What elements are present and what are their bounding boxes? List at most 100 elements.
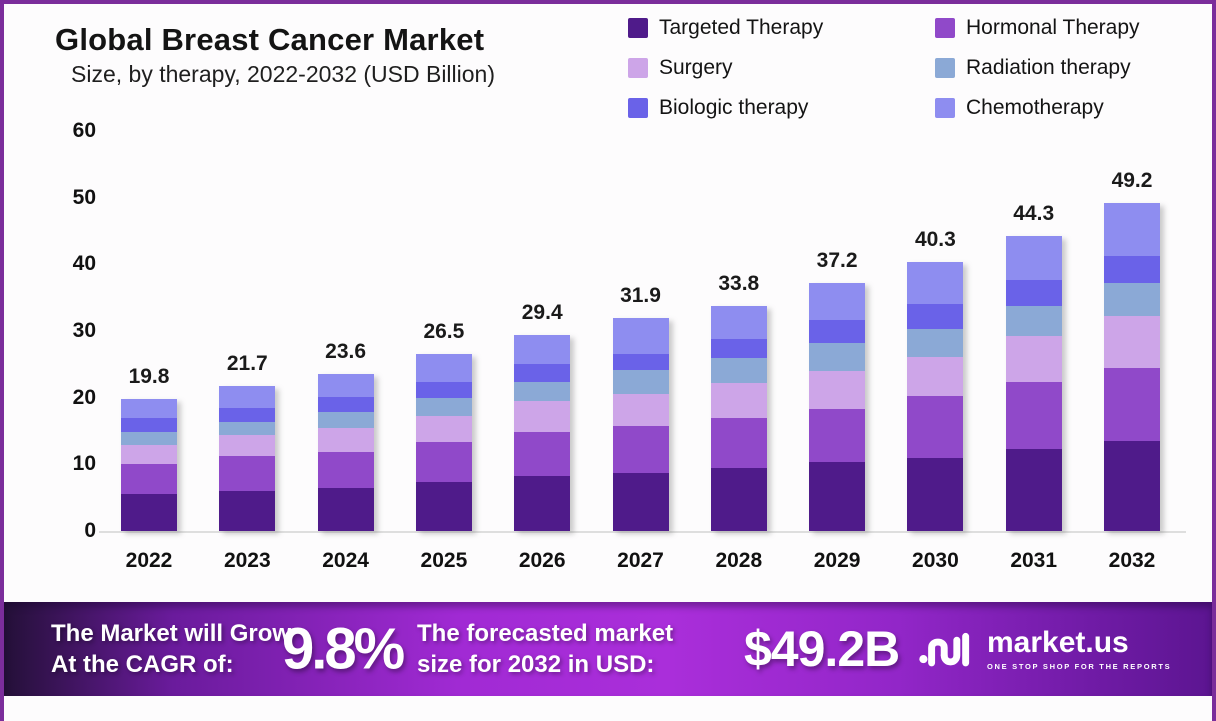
legend-swatch-hormonal-therapy (935, 18, 955, 38)
segment-chemotherapy-2025 (415, 354, 472, 382)
legend-item-biologic-therapy: Biologic therapy (628, 96, 935, 120)
legend-label-radiation-therapy: Radiation therapy (966, 56, 1131, 79)
bar-2025 (415, 354, 472, 531)
segment-hormonal-therapy-2029 (809, 408, 866, 463)
segment-biologic-therapy-2023 (219, 408, 276, 423)
legend-swatch-targeted-therapy (628, 18, 648, 38)
forecast-value: $49.2B (744, 621, 900, 677)
segment-radiation-therapy-2030 (907, 329, 964, 357)
y-axis-tick-60: 60 (72, 119, 96, 142)
segment-radiation-therapy-2027 (612, 370, 669, 394)
logo-tagline: ONE STOP SHOP FOR THE REPORTS (987, 661, 1172, 671)
segment-chemotherapy-2031 (1005, 235, 1062, 281)
legend-item-hormonal-therapy: Hormonal Therapy (935, 16, 1140, 40)
segment-hormonal-therapy-2031 (1005, 381, 1062, 449)
forecast-label: The forecasted market size for 2032 in U… (417, 618, 673, 680)
bar-total-label-2023: 21.7 (226, 352, 268, 376)
segment-targeted-therapy-2032 (1104, 440, 1160, 531)
segment-hormonal-therapy-2023 (219, 456, 276, 491)
segment-targeted-therapy-2025 (415, 481, 472, 531)
x-axis-line (99, 531, 1186, 533)
legend-label-biologic-therapy: Biologic therapy (659, 96, 809, 119)
x-axis-label-2025: 2025 (420, 549, 468, 572)
x-axis-label-2027: 2027 (617, 549, 664, 572)
forecast-label-line2: size for 2032 in USD: (417, 651, 655, 678)
bar-2027 (612, 318, 669, 531)
y-axis-tick-50: 50 (72, 185, 96, 209)
x-axis-label-2028: 2028 (715, 549, 763, 572)
cagr-label: The Market will Grow At the CAGR of: (51, 618, 291, 680)
segment-targeted-therapy-2027 (612, 472, 669, 531)
segment-biologic-therapy-2024 (317, 397, 374, 413)
bar-total-label-2029: 37.2 (816, 249, 858, 272)
bar-2031 (1005, 235, 1062, 531)
segment-radiation-therapy-2031 (1005, 306, 1062, 337)
segment-biologic-therapy-2026 (514, 363, 571, 382)
y-axis-tick-20: 20 (72, 385, 96, 409)
y-axis-tick-10: 10 (72, 452, 96, 476)
segment-chemotherapy-2026 (514, 335, 571, 364)
segment-targeted-therapy-2023 (219, 490, 276, 531)
segment-hormonal-therapy-2024 (317, 452, 374, 488)
cagr-label-line1: The Market will Grow (51, 619, 292, 647)
x-axis-label-2024: 2024 (322, 549, 369, 572)
segment-chemotherapy-2023 (219, 386, 276, 409)
segment-hormonal-therapy-2025 (415, 442, 472, 482)
legend-item-surgery: Surgery (628, 56, 935, 80)
segment-chemotherapy-2022 (121, 399, 177, 418)
footer-banner: The Market will Grow At the CAGR of: 9.8… (4, 602, 1212, 696)
segment-chemotherapy-2030 (907, 262, 964, 305)
segment-chemotherapy-2029 (809, 283, 866, 321)
segment-radiation-therapy-2023 (219, 422, 276, 435)
segment-surgery-2027 (612, 393, 669, 426)
segment-targeted-therapy-2031 (1005, 448, 1062, 531)
segment-biologic-therapy-2027 (612, 353, 669, 371)
chart-header: Global Breast Cancer Market Size, by the… (55, 22, 495, 88)
legend-swatch-surgery (628, 58, 648, 78)
segment-radiation-therapy-2022 (121, 432, 177, 445)
bar-2023 (219, 386, 276, 531)
segment-radiation-therapy-2024 (317, 412, 374, 429)
segment-surgery-2030 (907, 357, 964, 396)
legend-label-hormonal-therapy: Hormonal Therapy (966, 16, 1140, 39)
segment-targeted-therapy-2029 (809, 462, 866, 531)
segment-hormonal-therapy-2026 (514, 431, 571, 476)
legend-label-targeted-therapy: Targeted Therapy (659, 16, 824, 39)
segment-surgery-2029 (809, 370, 866, 409)
cagr-value: 9.8% (282, 616, 405, 682)
bar-2028 (710, 305, 767, 531)
segment-surgery-2024 (317, 428, 374, 453)
y-axis-tick-30: 30 (72, 319, 96, 342)
x-axis-label-2022: 2022 (125, 549, 173, 572)
segment-surgery-2022 (121, 444, 177, 465)
bar-2032 (1104, 203, 1160, 531)
logo-text: market.us ONE STOP SHOP FOR THE REPORTS (987, 627, 1172, 671)
legend-swatch-biologic-therapy (628, 98, 648, 118)
bar-total-label-2024: 23.6 (325, 339, 367, 363)
bar-total-label-2028: 33.8 (718, 271, 760, 295)
bar-total-label-2026: 29.4 (521, 301, 563, 324)
bar-2026 (514, 335, 571, 531)
segment-hormonal-therapy-2022 (121, 464, 177, 495)
segment-surgery-2025 (415, 415, 472, 443)
segment-hormonal-therapy-2028 (710, 417, 767, 468)
segment-targeted-therapy-2028 (710, 467, 767, 531)
bar-2024 (317, 373, 374, 531)
bar-2030 (907, 262, 964, 531)
segment-biologic-therapy-2025 (415, 381, 472, 398)
segment-chemotherapy-2032 (1104, 203, 1160, 256)
segment-surgery-2023 (219, 435, 276, 457)
bar-2022 (121, 399, 177, 531)
cagr-label-line2: At the CAGR of: (51, 651, 234, 678)
segment-chemotherapy-2028 (710, 305, 767, 339)
market-us-logo-icon (919, 632, 970, 667)
segment-radiation-therapy-2028 (710, 358, 767, 383)
segment-hormonal-therapy-2027 (612, 425, 669, 473)
bar-2029 (809, 283, 866, 531)
segment-biologic-therapy-2029 (809, 320, 866, 343)
bar-total-label-2025: 26.5 (423, 320, 465, 344)
bar-total-label-2031: 44.3 (1013, 201, 1055, 225)
legend-label-surgery: Surgery (659, 56, 733, 79)
segment-biologic-therapy-2032 (1104, 255, 1160, 283)
legend-swatch-chemotherapy (935, 98, 955, 118)
